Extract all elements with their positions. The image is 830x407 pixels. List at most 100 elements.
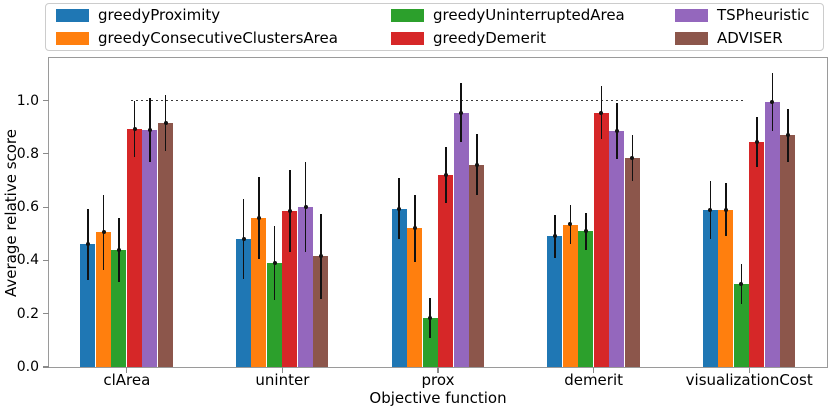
error-bar-mean-marker	[148, 127, 153, 132]
error-bar-mean-marker	[785, 133, 790, 138]
bar-ADVISER-prox	[469, 164, 484, 367]
bar-greedyUninterruptedArea-visualizationCost	[733, 284, 749, 367]
legend-item-ADVISER: ADVISER	[675, 31, 823, 46]
error-bar-mean-marker	[443, 173, 448, 178]
bar-greedyProximity-clArea	[80, 244, 96, 367]
legend-item-greedyConsecutiveClustersArea: greedyConsecutiveClustersArea	[56, 31, 391, 46]
bar-greedyConsecutiveClustersArea-clArea	[95, 232, 111, 367]
bar-TSPheuristic-visualizationCost	[764, 101, 780, 367]
bar-TSPheuristic-demerit	[609, 131, 625, 367]
x-tick-label-visualizationCost: visualizationCost	[685, 371, 813, 389]
y-tick-label: 0.4	[16, 252, 39, 269]
x-axis-label: Objective function	[369, 389, 507, 407]
legend-color-swatch	[56, 32, 89, 45]
x-tick-mark	[593, 367, 595, 373]
bar-ADVISER-visualizationCost	[780, 135, 796, 367]
x-tick-label-demerit: demerit	[564, 371, 623, 389]
y-tick-mark	[43, 153, 49, 155]
bar-greedyUninterruptedArea-prox	[422, 317, 438, 367]
error-bar-mean-marker	[459, 110, 464, 115]
legend-color-swatch	[391, 32, 424, 45]
bar-greedyUninterruptedArea-demerit	[578, 231, 594, 367]
bar-TSPheuristic-prox	[453, 112, 469, 367]
error-bar-mean-marker	[303, 205, 308, 210]
legend-item-TSPheuristic: TSPheuristic	[675, 8, 823, 23]
legend: greedyProximity greedyConsecutiveClusters…	[45, 3, 824, 51]
error-bar-mean-marker	[117, 247, 122, 252]
x-tick-mark	[126, 367, 128, 373]
error-bar-mean-marker	[739, 282, 744, 287]
error-bar-mean-marker	[163, 121, 168, 126]
error-bar-mean-marker	[428, 315, 433, 320]
error-bar-mean-marker	[397, 206, 402, 211]
error-bar-mean-marker	[552, 234, 557, 239]
bar-ADVISER-uninter	[313, 256, 329, 367]
reference-line-1.0	[130, 99, 743, 102]
error-bar-mean-marker	[257, 215, 262, 220]
bar-greedyDemerit-demerit	[593, 112, 609, 367]
error-bar-mean-marker	[599, 110, 604, 115]
legend-label: greedyProximity	[98, 6, 221, 24]
legend-item-greedyDemerit: greedyDemerit	[391, 31, 675, 46]
x-tick-label-clArea: clArea	[103, 371, 151, 389]
error-bar-mean-marker	[319, 254, 324, 259]
legend-label: greedyDemerit	[433, 29, 547, 47]
legend-color-swatch	[675, 9, 708, 22]
bar-greedyDemerit-visualizationCost	[749, 141, 765, 367]
bar-TSPheuristic-uninter	[297, 207, 313, 367]
legend-item-greedyProximity: greedyProximity	[56, 8, 391, 23]
legend-label: greedyUninterruptedArea	[433, 6, 625, 24]
x-tick-label-uninter: uninter	[255, 371, 310, 389]
bar-greedyConsecutiveClustersArea-demerit	[562, 224, 578, 367]
error-bar-mean-marker	[723, 207, 728, 212]
bar-greedyProximity-demerit	[547, 236, 563, 367]
bar-greedyConsecutiveClustersArea-prox	[407, 228, 422, 367]
y-tick-mark	[43, 100, 49, 102]
error-bar-mean-marker	[272, 261, 277, 266]
x-tick-mark	[437, 367, 439, 373]
error-bar-mean-marker	[132, 126, 137, 131]
legend-label: greedyConsecutiveClustersArea	[98, 29, 338, 47]
bar-greedyConsecutiveClustersArea-uninter	[251, 217, 267, 367]
error-bar-mean-marker	[474, 162, 479, 167]
legend-label: ADVISER	[717, 29, 783, 47]
y-tick-label: 0.8	[16, 145, 39, 162]
y-tick-mark	[43, 259, 49, 262]
bar-greedyProximity-uninter	[235, 239, 251, 367]
error-bar-mean-marker	[101, 230, 106, 235]
y-tick-mark	[43, 313, 49, 315]
error-bar-mean-marker	[288, 209, 293, 214]
plot-area: Average relative score Objective functio…	[2, 57, 828, 407]
bar-greedyConsecutiveClustersArea-visualizationCost	[718, 209, 734, 367]
bar-ADVISER-clArea	[157, 123, 173, 367]
bar-greedyDemerit-clArea	[126, 128, 142, 367]
bar-TSPheuristic-clArea	[142, 129, 158, 367]
error-bar-mean-marker	[770, 99, 775, 104]
error-bar-mean-marker	[583, 229, 588, 234]
legend-color-swatch	[391, 9, 424, 22]
x-tick-mark	[748, 367, 750, 373]
legend-color-swatch	[56, 9, 89, 22]
error-bar-mean-marker	[630, 155, 635, 160]
legend-item-greedyUninterruptedArea: greedyUninterruptedArea	[391, 8, 675, 23]
bar-greedyProximity-prox	[391, 208, 407, 367]
bar-greedyProximity-visualizationCost	[702, 209, 718, 367]
error-bar-mean-marker	[614, 129, 619, 134]
bar-greedyDemerit-uninter	[282, 211, 298, 367]
bar-greedyDemerit-prox	[438, 175, 453, 367]
error-bar-mean-marker	[412, 226, 417, 231]
legend-label: TSPheuristic	[717, 6, 810, 24]
bar-greedyUninterruptedArea-uninter	[266, 263, 282, 367]
y-tick-mark	[43, 366, 49, 368]
y-tick-label: 1.0	[16, 92, 39, 109]
y-tick-label: 0.0	[16, 359, 39, 375]
y-tick-label: 0.6	[16, 199, 39, 216]
bar-ADVISER-demerit	[624, 157, 640, 367]
legend-color-swatch	[675, 32, 708, 45]
x-tick-mark	[281, 367, 283, 373]
error-bar-mean-marker	[568, 222, 573, 227]
error-bar-mean-marker	[86, 242, 91, 247]
bar-greedyUninterruptedArea-clArea	[111, 249, 127, 367]
error-bar-mean-marker	[708, 207, 713, 212]
y-tick-label: 0.2	[16, 305, 39, 322]
